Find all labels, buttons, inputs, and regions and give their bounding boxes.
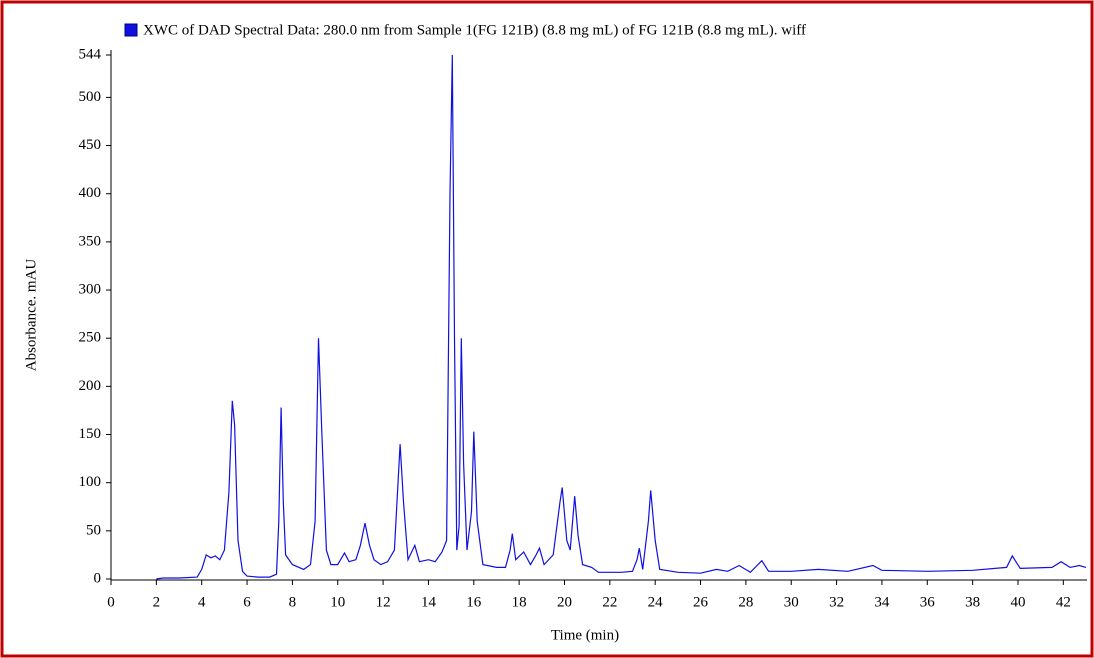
- x-tick-label: 24: [648, 594, 664, 610]
- x-tick-label: 28: [738, 594, 753, 610]
- y-tick-label: 350: [79, 233, 102, 249]
- y-tick-label: 150: [79, 426, 102, 442]
- x-tick-label: 6: [243, 594, 251, 610]
- y-tick-label: 100: [79, 474, 102, 490]
- x-tick-label: 10: [330, 594, 345, 610]
- y-tick-label: 544: [79, 46, 102, 62]
- x-tick-label: 26: [693, 594, 709, 610]
- x-tick-label: 36: [920, 594, 936, 610]
- y-axis-label: Absorbance. mAU: [23, 259, 39, 372]
- x-tick-label: 14: [421, 594, 437, 610]
- y-tick-label: 250: [79, 330, 102, 346]
- y-tick-label: 450: [79, 137, 102, 153]
- y-tick-label: 200: [79, 378, 102, 394]
- x-tick-label: 18: [512, 594, 527, 610]
- x-tick-label: 34: [874, 594, 890, 610]
- legend-label: XWC of DAD Spectral Data: 280.0 nm from …: [143, 22, 806, 38]
- x-tick-label: 4: [198, 594, 206, 610]
- x-tick-label: 2: [153, 594, 161, 610]
- x-tick-label: 20: [557, 594, 572, 610]
- y-tick-label: 400: [79, 185, 102, 201]
- x-tick-label: 8: [289, 594, 297, 610]
- x-tick-label: 0: [107, 594, 115, 610]
- x-tick-label: 16: [466, 594, 482, 610]
- x-tick-label: 40: [1010, 594, 1025, 610]
- y-tick-label: 500: [79, 89, 102, 105]
- x-tick-label: 32: [829, 594, 844, 610]
- series-line: [156, 54, 1087, 580]
- x-tick-label: 38: [965, 594, 980, 610]
- x-tick-label: 12: [376, 594, 391, 610]
- y-tick-label: 0: [94, 570, 102, 586]
- x-tick-label: 22: [602, 594, 617, 610]
- y-tick-label: 50: [86, 522, 101, 538]
- x-axis-label: Time (min): [551, 627, 619, 643]
- x-tick-label: 30: [784, 594, 799, 610]
- legend-swatch: [124, 23, 138, 37]
- x-tick-label: 42: [1056, 594, 1071, 610]
- y-tick-label: 300: [79, 281, 102, 297]
